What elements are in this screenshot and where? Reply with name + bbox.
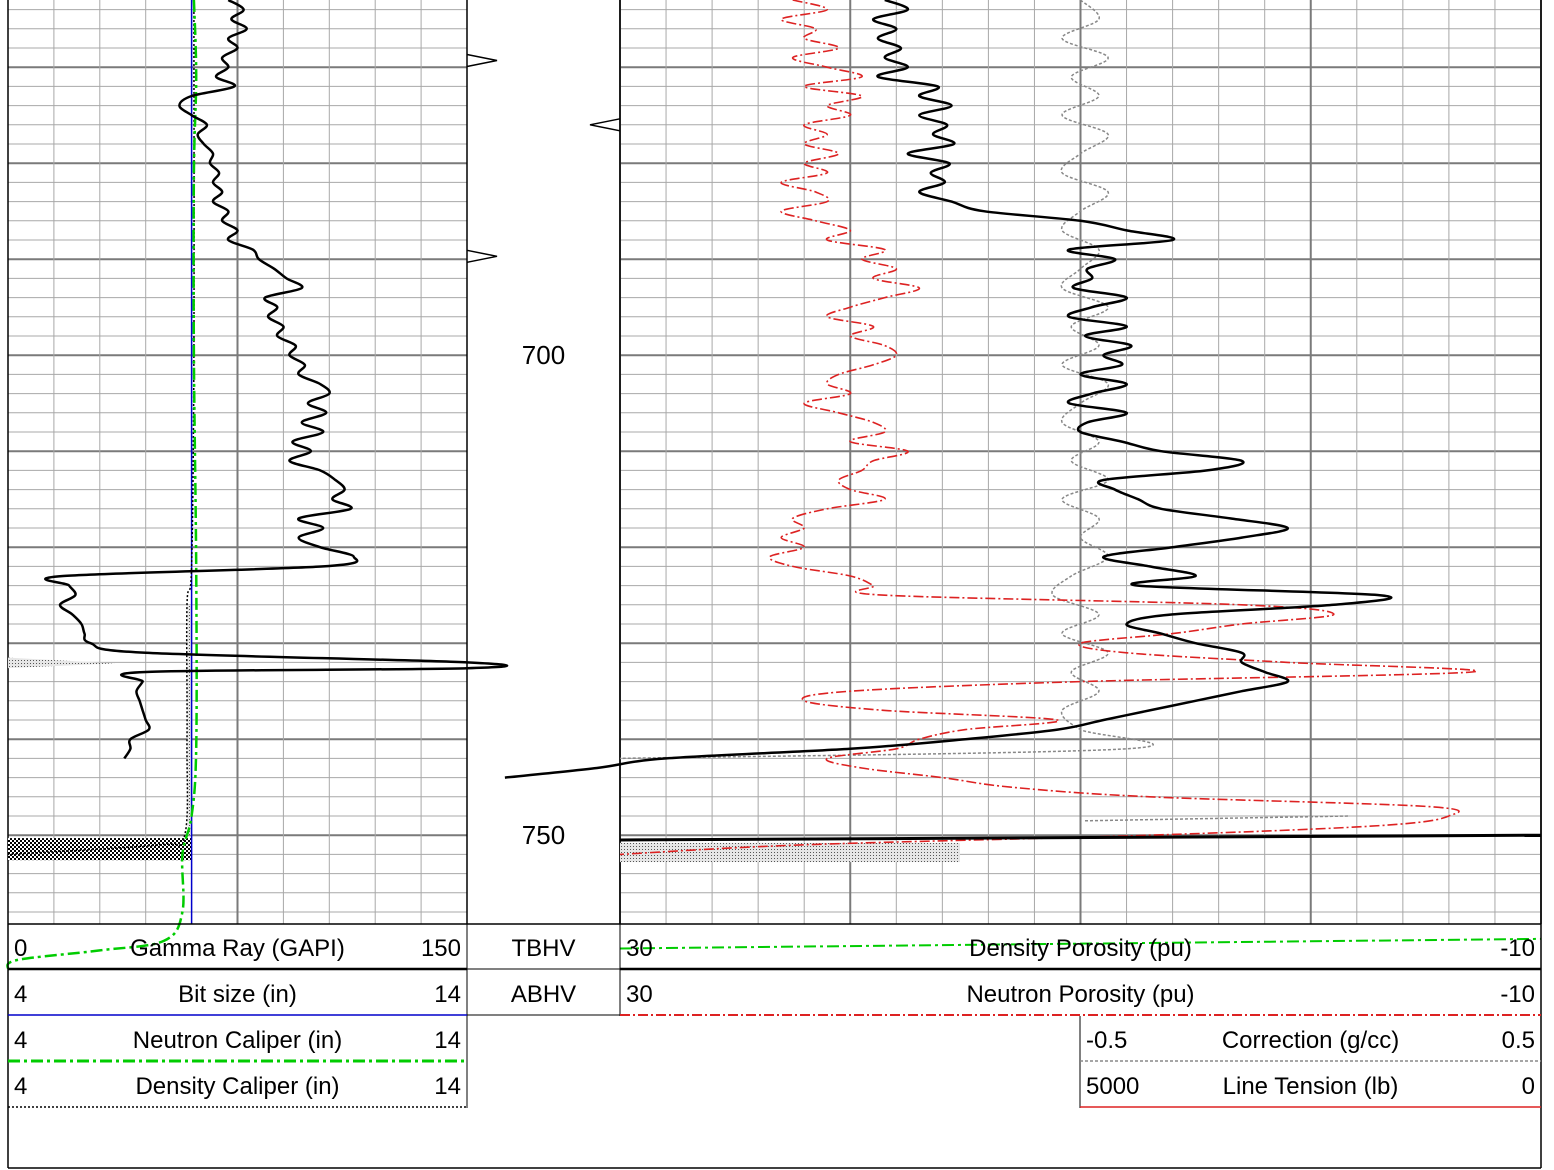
correction-curve <box>1084 815 1351 822</box>
gamma-ray-header-name: Gamma Ray (GAPI) <box>130 935 345 962</box>
density-caliper-curve <box>7 0 195 856</box>
density-porosity-scale-right: -10 <box>1500 935 1535 962</box>
line-tension-header-name: Line Tension (lb) <box>1223 1073 1399 1100</box>
neutron-porosity-scale-right: -10 <box>1500 981 1535 1008</box>
track-borders <box>7 0 1542 924</box>
grid-layer <box>7 0 1542 924</box>
correction-header-name: Correction (g/cc) <box>1222 1027 1399 1054</box>
abhv-header-name: ABHV <box>511 981 576 1008</box>
depth-label: 700 <box>522 340 565 370</box>
tbhv-header-name: TBHV <box>511 935 575 962</box>
density-caliper-scale-left: 4 <box>14 1073 27 1100</box>
gamma-ray-scale-right: 150 <box>421 935 461 962</box>
tbhv-tick <box>589 118 621 132</box>
neutron-porosity-scale-left: 30 <box>626 981 653 1008</box>
caliper-fill <box>187 604 192 836</box>
tbhv-tick <box>466 53 498 68</box>
gamma-fill <box>8 657 115 669</box>
neutron-porosity-header-name: Neutron Porosity (pu) <box>966 981 1194 1008</box>
neutron-caliper-scale-left: 4 <box>14 1027 27 1054</box>
depth-label: 750 <box>522 820 565 850</box>
neutron-porosity-curve <box>619 0 1478 856</box>
line-tension-scale-left: 5000 <box>1086 1073 1139 1100</box>
density-porosity-curve <box>504 0 1393 779</box>
curve-layer <box>6 0 1542 971</box>
gamma-ray-scale-left: 0 <box>14 935 27 962</box>
tbhv-tick-layer <box>466 53 621 264</box>
porosity-fill <box>620 842 960 863</box>
bit-size-header-name: Bit size (in) <box>178 981 297 1008</box>
bit-size-scale-right: 14 <box>434 981 461 1008</box>
density-porosity-header-name: Density Porosity (pu) <box>969 935 1192 962</box>
density-porosity-scale-left: 30 <box>626 935 653 962</box>
correction-curve <box>619 0 1154 760</box>
density-caliper-scale-right: 14 <box>434 1073 461 1100</box>
density-porosity-curve <box>619 833 1542 842</box>
neutron-caliper-scale-right: 14 <box>434 1027 461 1054</box>
density-caliper-header-name: Density Caliper (in) <box>135 1073 339 1100</box>
curve-header-layer: 0 Gamma Ray (GAPI) 150 4 Bit size (in) 14 4 Neu… <box>7 923 1542 1169</box>
bit-size-scale-left: 4 <box>14 981 27 1008</box>
line-tension-scale-right: 0 <box>1522 1073 1535 1100</box>
depth-label-layer: 700 750 <box>522 340 565 850</box>
neutron-caliper-header-name: Neutron Caliper (in) <box>133 1027 342 1054</box>
tbhv-tick <box>466 249 498 264</box>
gamma-ray-curve <box>44 0 509 760</box>
correction-scale-left: -0.5 <box>1086 1027 1127 1054</box>
correction-scale-right: 0.5 <box>1502 1027 1535 1054</box>
neutron-caliper-curve <box>6 0 198 971</box>
neutron-caliper-curve <box>619 937 1542 950</box>
